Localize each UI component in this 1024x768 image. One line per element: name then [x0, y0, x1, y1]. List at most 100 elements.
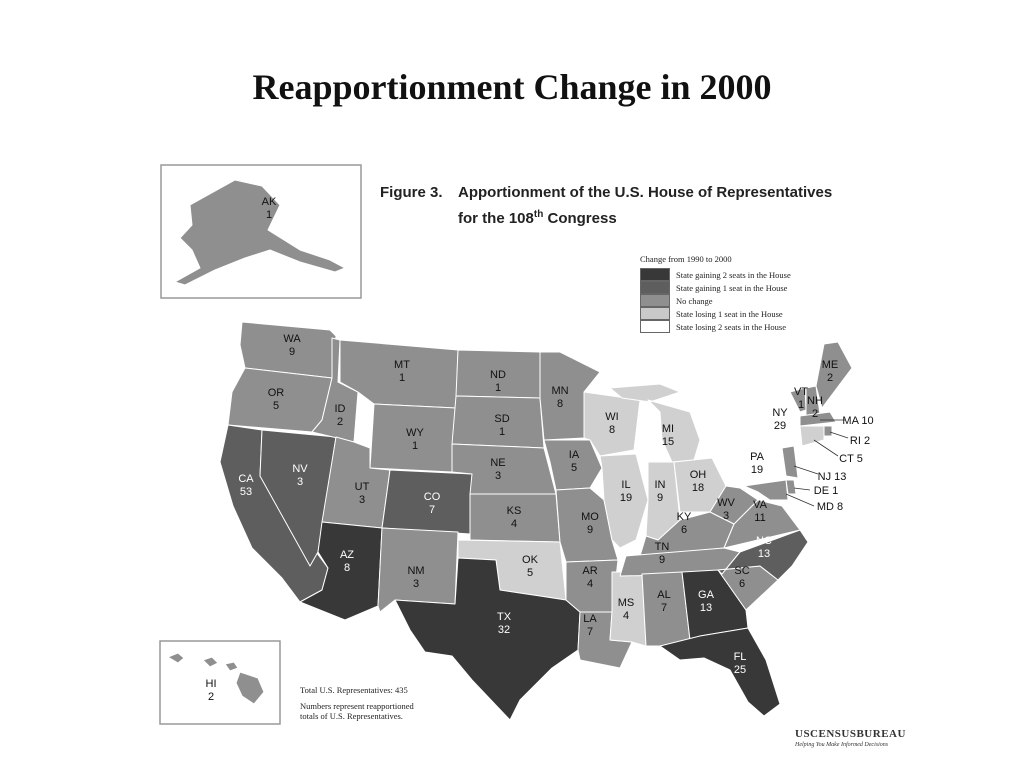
state-nh-label: NH [807, 395, 823, 407]
state-mn-label: MN [551, 385, 568, 397]
state-or-shape [227, 367, 333, 433]
state-co-label: CO [424, 491, 441, 503]
state-ri-label: RI 2 [850, 435, 870, 447]
state-ma-label: MA 10 [842, 415, 873, 427]
legend-item-gain1: State gaining 1 seat in the House [640, 281, 791, 294]
state-az-label: AZ [340, 549, 354, 561]
state-il-seats: 19 [620, 492, 632, 504]
state-ca-seats: 53 [240, 486, 252, 498]
legend-label-gain2: State gaining 2 seats in the House [676, 269, 791, 280]
state-co-seats: 7 [429, 504, 435, 516]
state-mo-shape [555, 487, 619, 563]
state-md-shape [743, 479, 789, 501]
state-ny-shape [723, 391, 801, 447]
state-wy-label: WY [406, 427, 424, 439]
state-va-shape [723, 499, 801, 549]
state-me-label: ME [822, 359, 839, 371]
footnote-total: Total U.S. Representatives: 435 [300, 685, 408, 695]
legend-label-none: No change [676, 295, 713, 306]
legend-item-gain2: State gaining 2 seats in the House [640, 268, 791, 281]
state-tx-label: TX [497, 611, 512, 623]
state-ia-seats: 5 [571, 462, 577, 474]
legend-item-none: No change [640, 294, 791, 307]
state-ms-seats: 4 [623, 610, 629, 622]
legend-swatch-gain2 [640, 268, 670, 281]
state-md-leader-line [785, 493, 815, 507]
state-wv-seats: 3 [723, 510, 729, 522]
state-ia-label: IA [569, 449, 580, 461]
state-wa-seats: 9 [289, 346, 295, 358]
footnote-note-line2: totals of U.S. Representatives. [300, 711, 403, 721]
state-va-seats: 11 [754, 512, 765, 524]
state-nm-seats: 3 [413, 578, 419, 590]
census-bureau-tagline: Helping You Make Informed Decisions [795, 742, 889, 748]
state-ar-seats: 4 [587, 578, 593, 590]
state-al-label: AL [657, 589, 670, 601]
state-wi-label: WI [605, 411, 618, 423]
figure-title-line2-prefix: for the 108 [458, 210, 534, 227]
state-ok-label: OK [522, 554, 539, 566]
state-me-seats: 2 [827, 372, 833, 384]
state-fl-seats: 25 [734, 664, 746, 676]
state-ga-seats: 13 [700, 602, 712, 614]
state-ma-shape [799, 411, 837, 427]
legend-swatch-lose1 [640, 307, 670, 320]
legend-title: Change from 1990 to 2000 [640, 254, 732, 264]
figure-title-line2-suffix: Congress [543, 210, 617, 227]
legend-label-gain1: State gaining 1 seat in the House [676, 282, 788, 293]
state-sd-label: SD [494, 413, 509, 425]
state-nd-label: ND [490, 369, 506, 381]
state-ak-label: AK [262, 196, 277, 208]
state-la-label: LA [583, 613, 597, 625]
state-mo-label: MO [581, 511, 599, 523]
state-wy-seats: 1 [412, 440, 418, 452]
state-tx-seats: 32 [498, 624, 510, 636]
state-me-shape [815, 341, 853, 409]
legend-label-lose1: State losing 1 seat in the House [676, 308, 783, 319]
legend-swatch-gain1 [640, 281, 670, 294]
state-oh-label: OH [690, 469, 707, 481]
state-oh-seats: 18 [692, 482, 704, 494]
state-nc-seats: 13 [758, 548, 770, 560]
state-or-label: OR [268, 387, 285, 399]
state-va-label: VA [753, 499, 768, 511]
state-la-seats: 7 [587, 626, 593, 638]
legend-swatch-lose2 [640, 320, 670, 333]
state-nv-label: NV [292, 463, 308, 475]
state-wi-seats: 8 [609, 424, 615, 436]
state-wa-label: WA [283, 333, 301, 345]
state-nj-shape [781, 445, 799, 479]
state-nv-seats: 3 [297, 476, 303, 488]
state-ut-seats: 3 [359, 494, 365, 506]
state-nj-label: NJ 13 [818, 471, 847, 483]
state-wv-label: WV [717, 497, 735, 509]
state-id-seats: 2 [337, 416, 343, 428]
state-nc-shape [717, 529, 809, 581]
state-sd-seats: 1 [499, 426, 505, 438]
state-vt-seats: 1 [798, 399, 804, 411]
footnote-note-line1: Numbers represent reapportioned [300, 701, 414, 711]
state-mt-seats: 1 [399, 372, 405, 384]
footnote: Total U.S. Representatives: 435 Numbers … [300, 685, 414, 721]
state-in-seats: 9 [657, 492, 663, 504]
state-ny-label: NY [772, 407, 788, 419]
state-ca-label: CA [238, 473, 254, 485]
state-az-seats: 8 [344, 562, 350, 574]
state-nd-seats: 1 [495, 382, 501, 394]
state-ks-seats: 4 [511, 518, 517, 530]
legend-swatch-none [640, 294, 670, 307]
state-ri-leader-line [829, 431, 849, 439]
state-ne-label: NE [490, 457, 505, 469]
state-ms-label: MS [618, 597, 635, 609]
legend-item-lose1: State losing 1 seat in the House [640, 307, 791, 320]
state-vt-label: VT [794, 386, 808, 398]
state-ct-shape [799, 425, 825, 447]
state-nh-seats: 2 [812, 408, 818, 420]
state-tn-seats: 9 [659, 554, 665, 566]
state-hi-seats: 2 [208, 691, 214, 703]
state-hi-label: HI [206, 678, 217, 690]
state-pa-label: PA [750, 451, 765, 463]
state-il-shape [599, 453, 649, 549]
state-nj-leader-line [793, 465, 819, 475]
figure-title-line1: Apportionment of the U.S. House of Repre… [458, 184, 833, 201]
